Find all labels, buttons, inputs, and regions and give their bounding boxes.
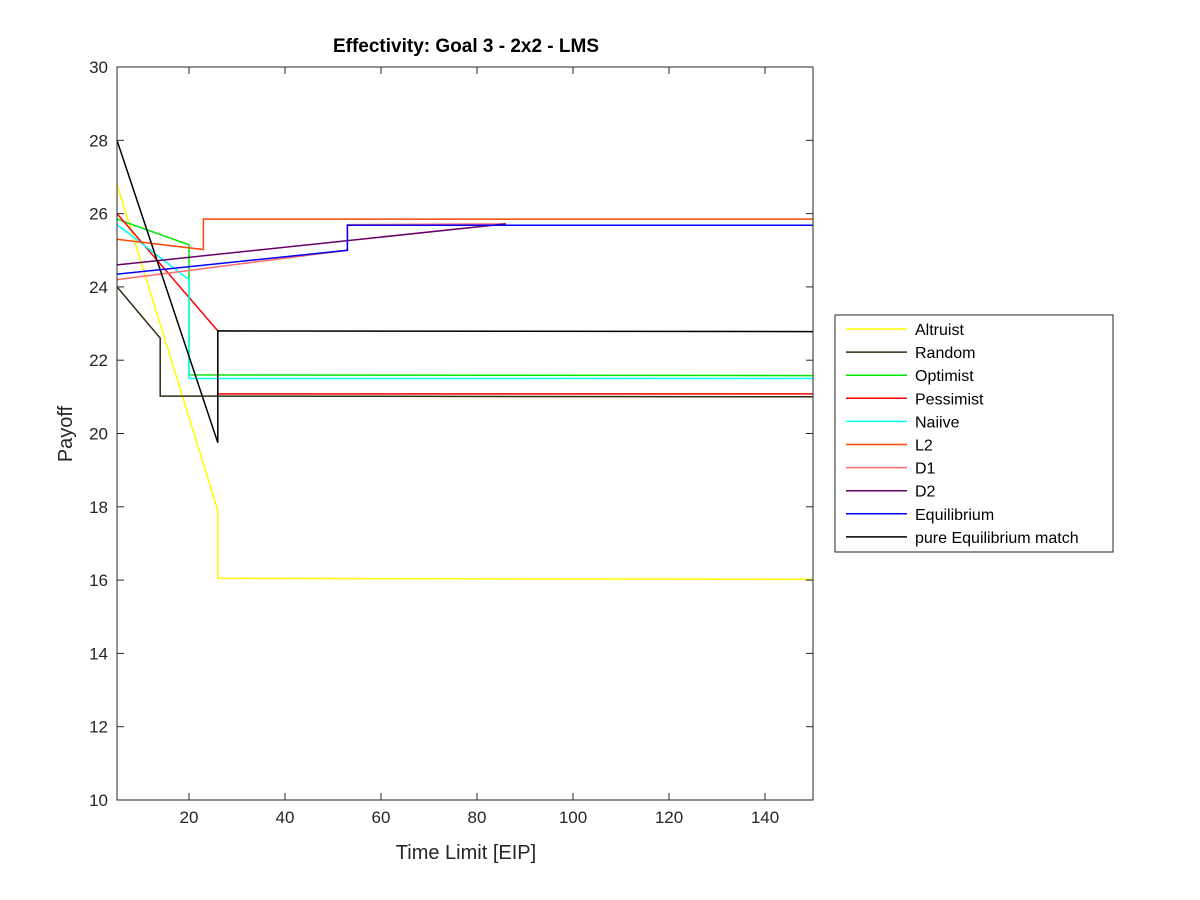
plot-series (116, 140, 814, 581)
y-tick-label: 10 (89, 791, 108, 810)
x-axis-label: Time Limit [EIP] (396, 842, 536, 864)
y-axis: 10 12 14 16 18 20 22 24 26 28 30 (89, 58, 813, 810)
series-line-8 (116, 223, 506, 266)
x-tick-label: 40 (276, 808, 295, 827)
y-tick-label: 12 (89, 718, 108, 737)
series-line-6 (116, 218, 813, 251)
series-line-1 (116, 184, 814, 581)
series-line-2 (116, 286, 814, 398)
y-tick-label: 30 (89, 58, 108, 77)
x-tick-label: 20 (180, 808, 199, 827)
x-tick-label: 140 (751, 808, 779, 827)
y-tick-label: 18 (89, 498, 108, 517)
series-line-3 (116, 218, 814, 377)
x-tick-label: 60 (372, 808, 391, 827)
legend-label: Optimist (915, 368, 974, 385)
x-axis: 20 40 60 80 100 120 140 (180, 67, 779, 827)
x-tick-label: 120 (655, 808, 683, 827)
legend-label: L2 (915, 438, 933, 455)
y-tick-label: 24 (89, 278, 108, 297)
legend-label: D1 (915, 461, 936, 478)
y-tick-label: 28 (89, 131, 108, 150)
legend-label: Naiive (915, 414, 960, 431)
legend: Altruist Random Optimist Pessimist Naiive L2 D… (834, 314, 1114, 553)
legend-label: Equilibrium (915, 507, 994, 524)
plot-frame (116, 66, 814, 801)
series-line-9 (116, 224, 813, 275)
legend-box (834, 314, 1114, 553)
series-line-4 (116, 213, 813, 395)
series-line-7 (116, 223, 506, 281)
legend-label: Pessimist (915, 391, 984, 408)
series-line-10 (116, 140, 814, 443)
y-tick-label: 26 (89, 205, 108, 224)
y-tick-label: 22 (89, 351, 108, 370)
x-tick-label: 100 (559, 808, 587, 827)
legend-label: D2 (915, 484, 936, 501)
legend-label: pure Equilibrium match (915, 530, 1079, 547)
x-tick-label: 80 (468, 808, 487, 827)
chart-title: Effectivity: Goal 3 - 2x2 - LMS (333, 36, 599, 57)
legend-label: Random (915, 345, 975, 362)
y-tick-label: 16 (89, 571, 108, 590)
y-axis-label: Payoff (55, 405, 77, 462)
legend-label: Altruist (915, 322, 964, 339)
y-tick-label: 14 (89, 644, 108, 663)
y-tick-label: 20 (89, 425, 108, 444)
series-line-5 (116, 224, 813, 380)
